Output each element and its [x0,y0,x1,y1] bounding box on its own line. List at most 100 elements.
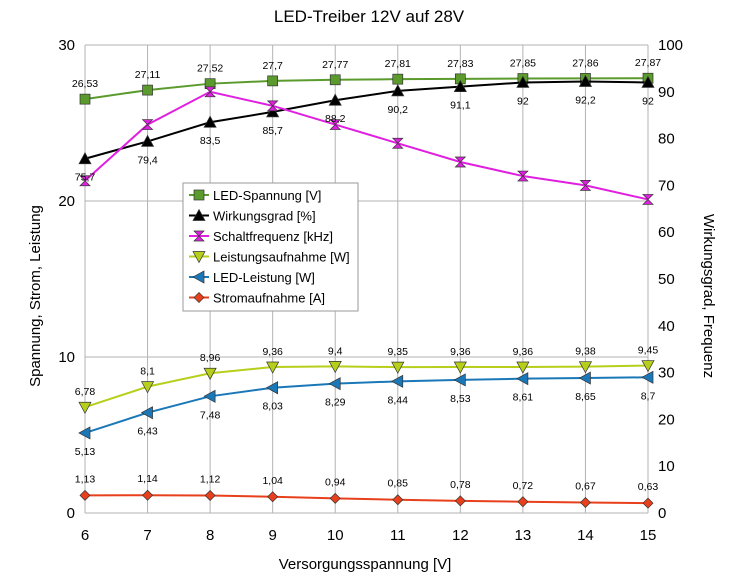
y-right-tick-label: 50 [658,271,675,288]
legend-label: Schaltfrequenz [kHz] [213,229,333,244]
data-label: 27,77 [322,59,348,71]
data-label: 75,7 [75,172,96,184]
data-point [392,73,404,85]
data-label: 8,96 [200,352,221,364]
data-label: 85,7 [262,125,283,137]
data-label: 0,78 [450,479,471,491]
data-point [266,100,279,112]
x-tick-label: 6 [81,527,89,544]
data-point [203,367,217,380]
data-label: 8,03 [262,401,283,413]
data-point [142,489,154,501]
data-point [391,84,405,97]
y-axis-left-label: Spannung, Strom, Leistung [27,205,44,387]
data-point [454,156,467,168]
data-label: 0,67 [575,481,596,493]
data-point [79,175,91,187]
data-point [642,497,654,509]
data-label: 9,36 [513,346,534,358]
data-point [78,401,92,414]
data-label: 8,29 [325,397,346,409]
y-right-tick-label: 100 [658,37,683,54]
data-label: 27,86 [572,57,598,69]
data-point [140,134,155,147]
tick-labels: 6 7 8 9 10 11 12 13 14 15010203001020304050607080… [58,37,683,544]
legend-label: Stromaufnahme [A] [213,291,325,306]
data-point [266,105,280,118]
data-point [517,496,529,508]
x-axis-label: Versorgungsspannung [V] [279,556,452,573]
data-label: 88,2 [325,113,346,125]
series-layer [78,72,655,509]
data-point [79,489,91,501]
series-line [84,90,649,201]
data-label: 9,35 [388,346,409,358]
data-label: 27,11 [135,69,161,81]
series-line [84,80,649,160]
data-point [266,361,280,374]
data-point [641,75,655,88]
legend-label: LED-Spannung [V] [213,188,321,203]
data-point [453,361,467,374]
legend-marker [193,189,205,201]
series-line [84,77,649,101]
data-label: 8,65 [575,391,596,403]
data-label: 0,94 [325,476,346,488]
data-label: 8,53 [450,393,471,405]
data-point [454,495,466,507]
data-label: 6,43 [137,426,158,438]
data-label: 8,44 [388,394,409,406]
data-point [328,377,341,391]
legend-marker [193,230,205,242]
data-point [516,361,530,374]
chart-title: LED-Treiber 12V auf 28V [274,7,465,26]
data-point [391,361,405,374]
data-label: 27,81 [385,58,411,70]
x-tick-label: 8 [206,527,214,544]
data-point [329,492,341,504]
data-label: 1,13 [75,473,96,485]
data-point [79,93,91,105]
data-point [579,180,592,191]
data-label: 9,4 [328,345,343,357]
y-left-tick-label: 0 [67,505,75,522]
data-label: 6,78 [75,386,96,398]
x-tick-label: 13 [515,527,532,544]
data-label: 91,1 [450,100,471,112]
data-point [578,361,593,374]
y-right-tick-label: 80 [658,131,675,148]
data-label: 9,36 [450,346,471,358]
data-point [578,74,593,87]
data-label: 83,5 [200,135,221,147]
y-right-tick-label: 40 [658,318,675,335]
data-point [203,389,216,403]
data-point [329,74,341,86]
data-point [516,372,529,386]
data-point [142,84,153,96]
legend-marker [192,208,206,221]
x-tick-label: 14 [577,527,594,544]
y-right-tick-label: 10 [658,458,675,475]
y-right-tick-label: 20 [658,411,675,428]
data-labels: 26,53 27,11 27,52 27,7 27,77 27,81 27,83 27,85 2… [72,57,661,493]
data-label: 5,13 [75,446,96,458]
data-label: 1,04 [262,475,283,487]
x-tick-label: 11 [390,527,406,544]
x-tick-label: 9 [268,527,276,544]
data-point [453,79,467,93]
legend-label: LED-Leistung [W] [213,270,315,285]
legend-marker [193,292,205,303]
y-left-tick-label: 20 [58,193,75,210]
y-right-tick-label: 90 [658,84,675,101]
series-line [84,364,649,409]
legend-marker [192,270,205,284]
data-point [204,86,216,98]
y-axis-right-label: Wirkungsgrad, Frequenz [700,214,717,378]
y-right-tick-label: 70 [658,177,675,194]
data-point [204,490,216,502]
x-tick-label: 10 [327,527,344,544]
data-label: 27,83 [447,58,473,70]
data-label: 8,7 [641,390,656,402]
y-left-tick-label: 30 [58,37,75,54]
